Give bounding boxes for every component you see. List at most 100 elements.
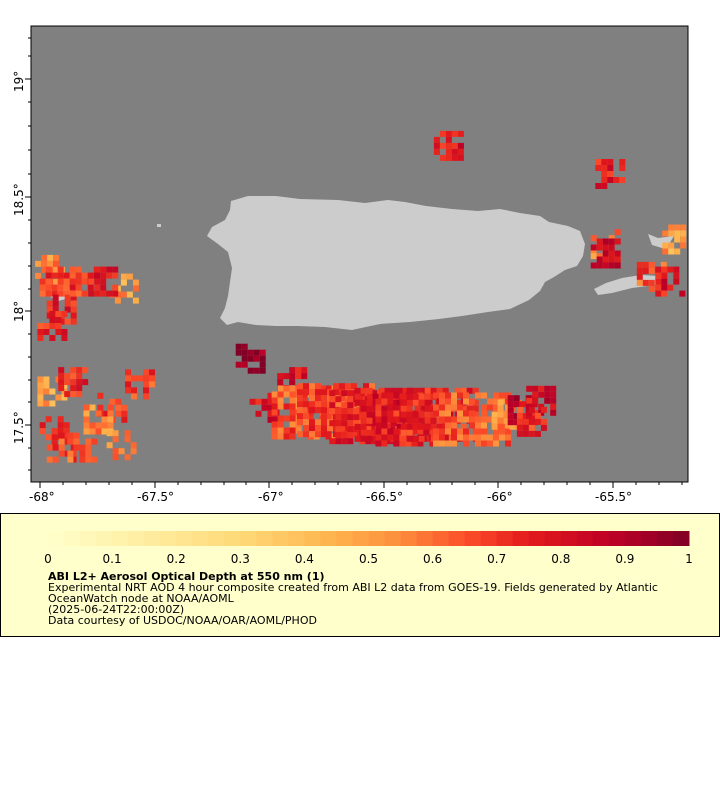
aod-pixel [366, 393, 373, 400]
aod-pixel [375, 398, 382, 405]
aod-pixel [94, 290, 101, 297]
aod-pixel [412, 423, 419, 430]
aod-pixel [661, 272, 668, 279]
aod-pixel [516, 424, 523, 431]
aod-pixel [58, 367, 65, 374]
aod-pixel [315, 389, 321, 396]
aod-pixel [295, 367, 302, 374]
aod-pixel [114, 297, 121, 304]
aod-pixel [67, 450, 74, 457]
aod-pixel [58, 379, 65, 386]
aod-pixel [445, 422, 451, 429]
aod-pixel [335, 432, 342, 439]
aod-pixel [43, 323, 50, 329]
aod-pixel [648, 261, 655, 268]
aod-pixel [337, 391, 344, 398]
aod-pixel [255, 410, 262, 417]
aod-pixel [341, 402, 348, 409]
aod-pixel [277, 403, 284, 410]
aod-pixel [497, 399, 504, 406]
aod-pixel [439, 154, 446, 161]
aod-pixel [121, 416, 128, 423]
aod-pixel [321, 413, 327, 420]
aod-pixel [406, 429, 413, 436]
aod-pixel [235, 349, 242, 356]
aod-pixel [528, 418, 535, 425]
aod-pixel [120, 279, 127, 286]
aod-pixel [406, 387, 413, 394]
aod-pixel [481, 434, 487, 441]
aod-pixel [602, 262, 609, 269]
aod-pixel [261, 404, 268, 411]
aod-pixel [101, 422, 108, 429]
aod-pixel [602, 256, 609, 263]
aod-pixel [387, 398, 394, 405]
aod-pixel [309, 389, 315, 396]
aod-pixel [297, 389, 303, 396]
aod-pixel [497, 423, 504, 430]
colorbar-cell [496, 531, 514, 546]
colorbar-cell [368, 531, 386, 546]
aod-pixel [454, 399, 461, 406]
aod-pixel [528, 406, 535, 413]
aod-pixel [51, 284, 58, 291]
colorbar-cell [352, 531, 369, 546]
colorbar-cell [528, 531, 546, 546]
aod-pixel [125, 369, 131, 376]
legend-description: Experimental NRT AOD 4 hour composite cr… [48, 581, 658, 605]
aod-pixel [457, 416, 463, 423]
aod-pixel [390, 405, 397, 412]
aod-pixel [387, 428, 394, 435]
aod-pixel [487, 404, 493, 411]
aod-pixel [277, 415, 284, 422]
aod-pixel [660, 261, 667, 268]
aod-pixel [528, 430, 535, 437]
aod-pixel [469, 398, 475, 405]
aod-pixel [353, 414, 360, 421]
aod-pixel [381, 422, 388, 429]
aod-pixel [107, 416, 114, 423]
aod-pixel [505, 434, 511, 441]
aod-pixel [277, 379, 284, 386]
aod-pixel [457, 434, 463, 441]
aod-pixel [505, 440, 511, 447]
aod-pixel [406, 399, 413, 406]
colorbar-cell [192, 531, 209, 546]
aod-pixel [475, 422, 481, 429]
aod-pixel [345, 383, 351, 390]
aod-map: 19° 18.5° 18° 17.5° -68° -67.5° -67° -66… [12, 25, 689, 504]
aod-pixel [247, 349, 254, 356]
aod-pixel [460, 387, 467, 394]
aod-pixel [76, 385, 83, 392]
aod-pixel [297, 383, 303, 390]
aod-pixels [35, 130, 687, 463]
aod-pixel [636, 279, 643, 286]
aod-pixel [43, 382, 50, 389]
aod-pixel [595, 165, 602, 171]
aod-pixel [433, 142, 440, 149]
aod-pixel [329, 390, 336, 397]
aod-pixel [303, 401, 309, 408]
aod-pixel [400, 399, 407, 406]
aod-pixel [423, 428, 430, 435]
aod-pixel [83, 428, 90, 435]
legend-date: (2025-06-24T22:00:00Z) [48, 603, 185, 616]
aod-pixel [81, 290, 88, 297]
aod-pixel [55, 323, 62, 329]
aod-pixel [55, 311, 62, 317]
aod-pixel [406, 423, 413, 430]
aod-pixel [47, 260, 54, 267]
aod-pixel [400, 405, 407, 412]
aod-pixel [76, 373, 83, 380]
aod-pixel [49, 317, 56, 323]
colorbar-tick-label: 0.5 [359, 552, 378, 566]
aod-pixel [451, 130, 458, 137]
aod-pixel [106, 290, 113, 297]
colorbar-cell [384, 531, 402, 546]
aod-pixel [451, 440, 457, 447]
aod-pixel [469, 410, 475, 417]
aod-pixel [52, 294, 59, 301]
aod-pixel [436, 423, 443, 430]
aod-pixel [97, 404, 104, 411]
aod-pixel [120, 273, 127, 280]
